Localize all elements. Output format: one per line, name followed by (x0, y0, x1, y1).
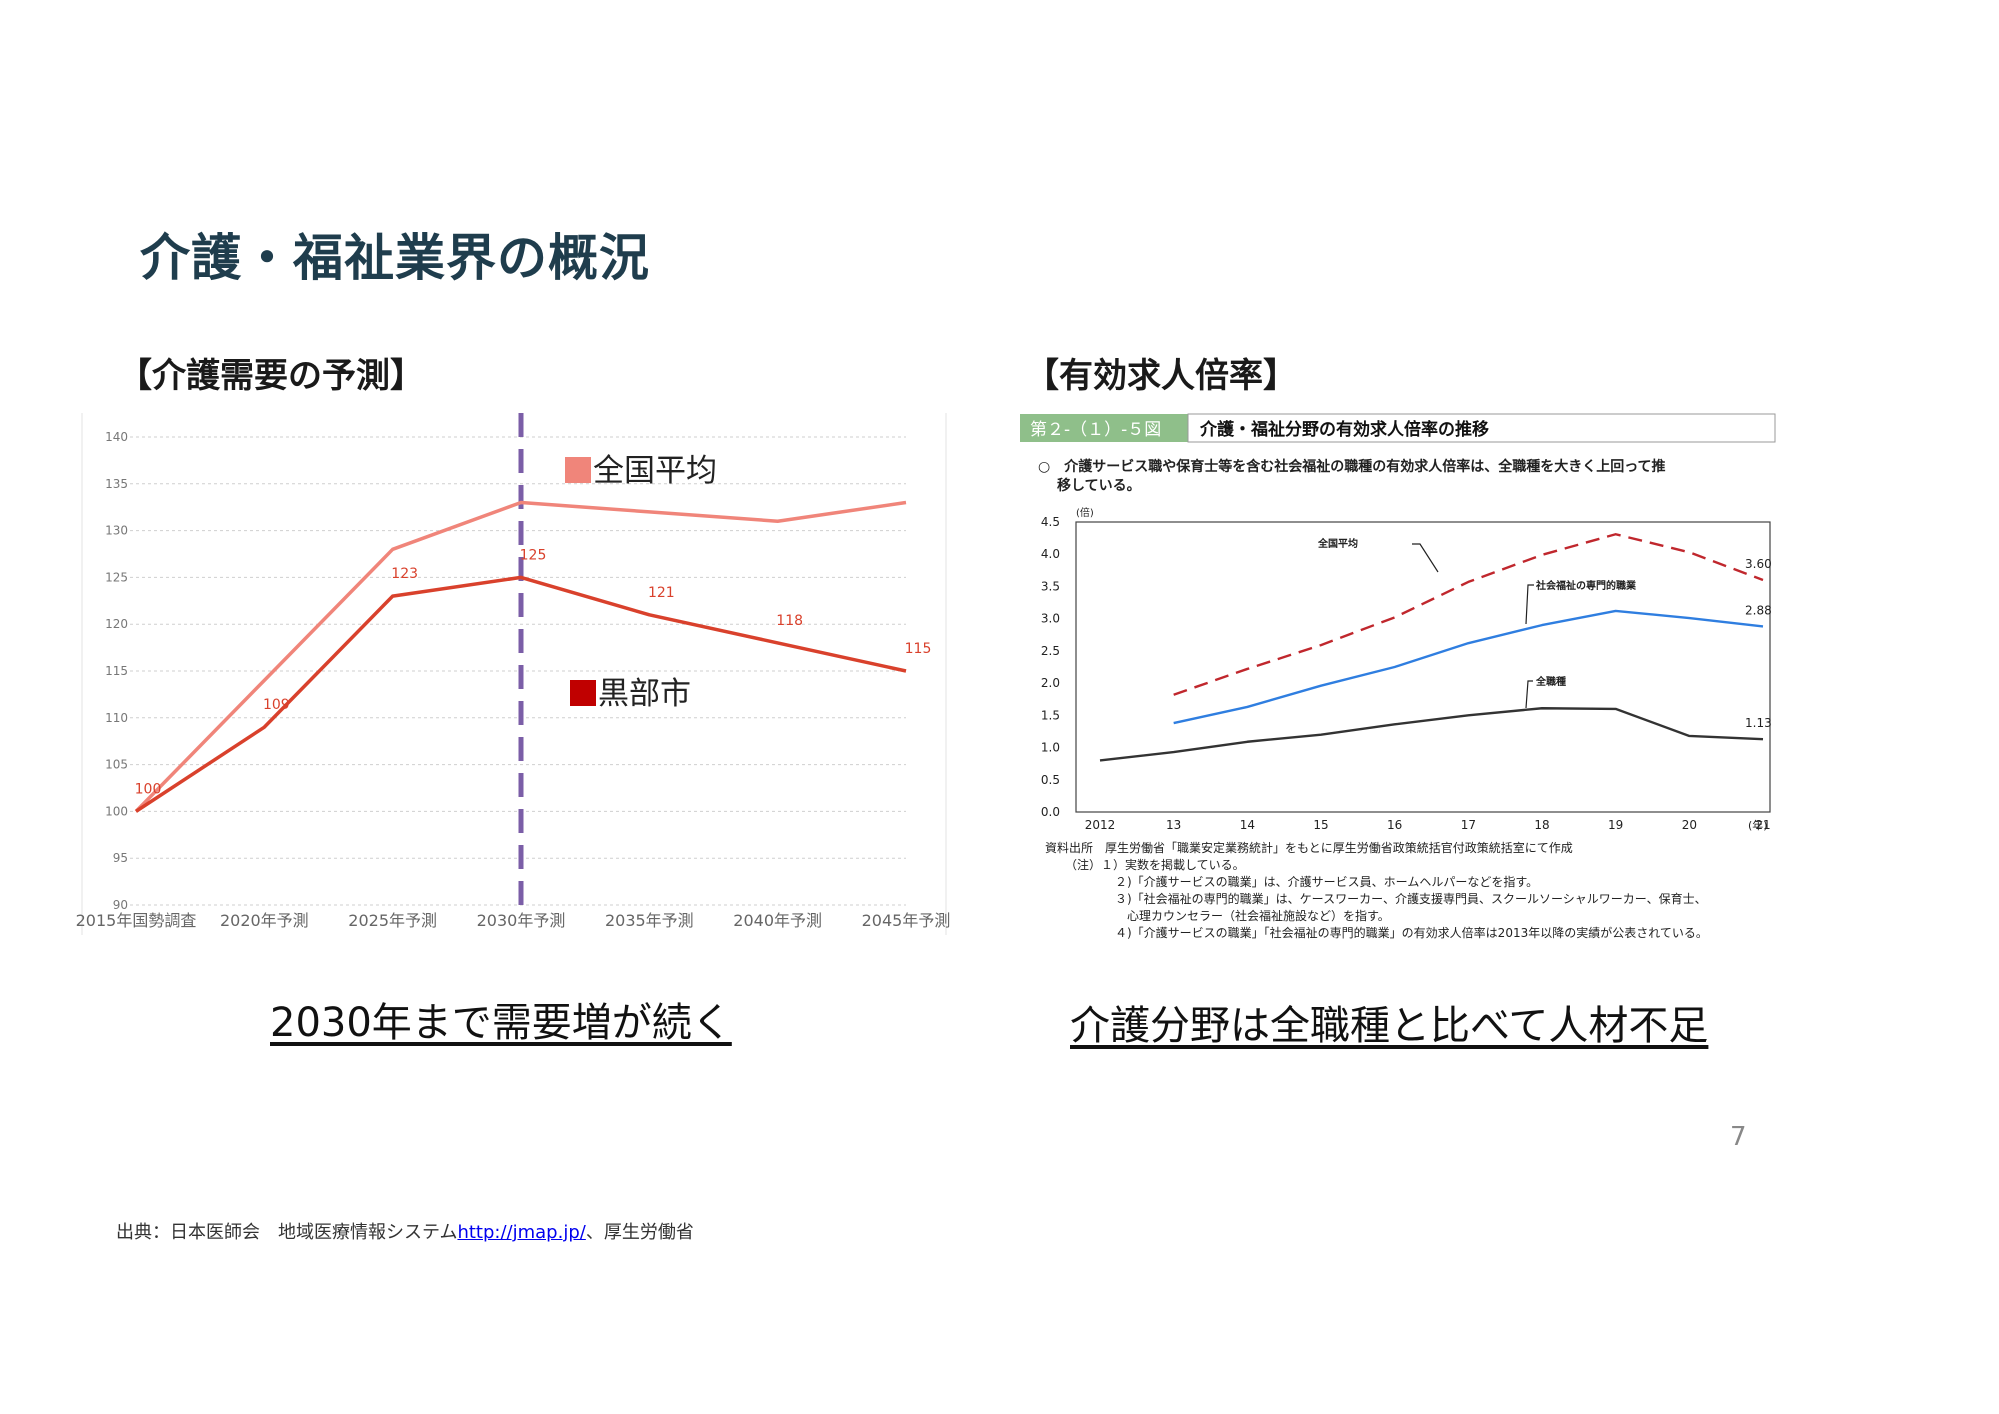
y-tick-label: 120 (105, 617, 128, 631)
gridlines (130, 436, 906, 906)
y-tick-label: 4.0 (1041, 547, 1060, 561)
legend-label-national: 全国平均 (593, 453, 717, 489)
legend-label-kurobe: 黒部市 (598, 676, 691, 712)
y-tick-label: 125 (105, 570, 128, 584)
x-axis-ticks: 2012 13 14 15 16 17 18 19 20 21 (1085, 818, 1771, 832)
x-tick-label: 14 (1240, 818, 1255, 832)
x-tick-label: 18 (1534, 818, 1549, 832)
x-tick-label: 2030年予測 (477, 911, 566, 930)
callout-social-welfare-line (1525, 584, 1534, 625)
y-axis-ticks: 0.0 0.5 1.0 1.5 2.0 2.5 3.0 3.5 4.0 4.5 (1041, 515, 1060, 819)
y-tick-label: 4.5 (1041, 515, 1060, 529)
figure-description-line2: 移している。 (1057, 477, 1141, 494)
y-tick-label: 2.5 (1041, 644, 1060, 658)
legend-swatch-national (565, 457, 591, 483)
data-label: 125 (520, 547, 547, 563)
series-end-label: 1.13 (1745, 716, 1772, 730)
data-label: 109 (263, 697, 290, 713)
x-tick-label: 2045年予測 (862, 911, 951, 930)
y-tick-label: 140 (105, 430, 128, 444)
callout-care-service: 全国平均 (1317, 537, 1358, 550)
y-tick-label: 3.0 (1041, 612, 1060, 626)
series-line-2 (1099, 707, 1764, 762)
series-line-1 (135, 575, 907, 813)
note-1: （注）１）実数を掲載している。 (1065, 857, 1245, 872)
page-number: 7 (1730, 1122, 1747, 1152)
x-tick-label: 17 (1461, 818, 1476, 832)
series-line-1 (1173, 609, 1764, 725)
x-tick-label: 2015年国勢調査 (76, 911, 197, 930)
figure-description-line1: ○ 介護サービス職や保育士等を含む社会福祉の職種の有効求人倍率は、全職種を大きく… (1038, 458, 1666, 475)
data-label: 115 (905, 641, 932, 657)
data-label: 123 (391, 566, 418, 582)
job-openings-ratio-figure: 第２-（１）-５図 介護・福祉分野の有効求人倍率の推移 ○ 介護サービス職や保育… (1020, 413, 1776, 940)
figure-tag: 第２-（１）-５図 (1030, 420, 1161, 440)
figure-title: 介護・福祉分野の有効求人倍率の推移 (1199, 419, 1489, 440)
series-end-label: 2.88 (1745, 603, 1772, 617)
x-tick-label: 15 (1313, 818, 1328, 832)
callout-social-welfare: 社会福祉の専門的職業 (1535, 579, 1637, 592)
series-end-labels: 3.60 2.88 1.13 (1745, 557, 1772, 730)
source-suffix: 、厚生労働省 (585, 1222, 694, 1243)
legend-swatch-kurobe (570, 680, 596, 706)
note-3: ３)「社会福祉の専門的職業」は、ケースワーカー、介護支援専門員、スクールソーシャ… (1115, 891, 1707, 906)
data-labels: 100 109 123 125 121 118 115 (135, 547, 932, 797)
source-prefix: 出典：日本医師会 地域医療情報システム (116, 1222, 458, 1243)
x-tick-label: 2035年予測 (605, 911, 694, 930)
right-caption: 介護分野は全職種と比べて人材不足 (1070, 1003, 1709, 1049)
y-unit-label: (倍) (1076, 506, 1094, 519)
y-tick-label: 100 (105, 804, 128, 818)
y-tick-label: 135 (105, 477, 128, 491)
note-4: ４)「介護サービスの職業」「社会福祉の専門的職業」の有効求人倍率は2013年以降… (1115, 925, 1708, 940)
data-label: 118 (776, 613, 803, 629)
x-tick-label: 2012 (1085, 818, 1116, 832)
figure-tag-box (1020, 414, 1188, 442)
x-tick-label: 13 (1166, 818, 1181, 832)
y-tick-label: 3.5 (1041, 579, 1060, 593)
series-end-label: 3.60 (1745, 557, 1772, 571)
right-section-heading: 【有効求人倍率】 (1025, 356, 1297, 396)
y-tick-label: 1.0 (1041, 741, 1060, 755)
x-tick-label: 19 (1608, 818, 1623, 832)
y-tick-label: 2.0 (1041, 676, 1060, 690)
note-3-continued: 心理カウンセラー（社会福祉施設など）を指す。 (1127, 908, 1390, 923)
note-source: 資料出所 厚生労働省「職業安定業務統計」をもとに厚生労働省政策統括官付政策統括室… (1045, 840, 1573, 855)
left-caption: 2030年まで需要増が続く (270, 1000, 732, 1046)
series-lines (1099, 533, 1764, 762)
source-link[interactable]: http://jmap.jp/ (457, 1222, 586, 1243)
y-tick-label: 110 (105, 711, 128, 725)
x-tick-label: 2020年予測 (220, 911, 309, 930)
x-tick-label: 21 (1755, 818, 1770, 832)
y-tick-label: 1.5 (1041, 708, 1060, 722)
x-axis-ticks: 2015年国勢調査 2020年予測 2025年予測 2030年予測 2035年予測 204… (76, 911, 951, 930)
x-tick-label: 2025年予測 (348, 911, 437, 930)
page-title: 介護・福祉業界の概況 (140, 229, 650, 287)
y-axis-ticks: 90 95 100 105 110 115 120 125 130 135 140 (105, 430, 128, 912)
y-tick-label: 130 (105, 524, 128, 538)
source-note: 出典：日本医師会 地域医療情報システムhttp://jmap.jp/、厚生労働省 (116, 1218, 694, 1244)
callout-care-service-line (1412, 543, 1439, 573)
x-tick-label: 2040年予測 (733, 911, 822, 930)
y-tick-label: 105 (105, 758, 128, 772)
callout-all-occupations-line (1525, 680, 1533, 709)
x-tick-label: 16 (1387, 818, 1402, 832)
y-tick-label: 115 (105, 664, 128, 678)
figure-title-box (1187, 413, 1776, 443)
y-tick-label: 95 (113, 851, 128, 865)
y-tick-label: 0.0 (1041, 805, 1060, 819)
data-label: 100 (135, 781, 162, 797)
x-tick-label: 20 (1682, 818, 1697, 832)
callout-all-occupations: 全職種 (1535, 675, 1566, 688)
left-section-heading: 【介護需要の予測】 (118, 356, 424, 396)
plot-frame (1075, 521, 1771, 813)
series-line-0 (1173, 533, 1764, 696)
data-label: 121 (648, 585, 675, 601)
y-tick-label: 90 (113, 898, 128, 912)
x-unit-label: (年) (1748, 818, 1768, 832)
series-line-0 (134, 500, 907, 813)
note-2: ２)「介護サービスの職業」は、介護サービス員、ホームヘルパーなどを指す。 (1115, 874, 1538, 889)
series-lines (134, 500, 907, 813)
y-tick-label: 0.5 (1041, 773, 1060, 787)
care-demand-forecast-chart: 90 95 100 105 110 115 120 125 130 135 140 2015年国勢調… (76, 413, 951, 935)
